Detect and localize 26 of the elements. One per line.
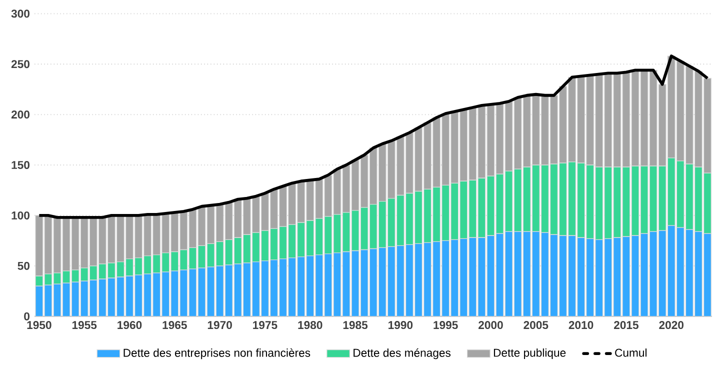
x-tick-label: 1980 <box>298 321 322 330</box>
y-tick-label: 100 <box>12 211 30 220</box>
x-tick-label: 1965 <box>162 321 187 330</box>
x-tick-label: 1960 <box>118 321 142 330</box>
legend-label: Cumul <box>615 348 646 357</box>
x-tick-label: 1955 <box>72 321 97 330</box>
x-tick-label: 2000 <box>478 321 503 330</box>
legend-label: Dette des ménages <box>354 348 451 360</box>
x-tick-label: 1975 <box>253 321 278 330</box>
y-tick-label: 200 <box>11 110 30 119</box>
y-tick-label: 150 <box>12 160 30 170</box>
x-tick-label: 1990 <box>388 321 413 330</box>
y-tick-label: 50 <box>18 262 30 270</box>
legend-label: Dette publique <box>494 348 566 360</box>
x-tick-label: 2005 <box>524 321 548 330</box>
x-tick-label: 1995 <box>434 321 458 330</box>
x-tick-label: 2010 <box>568 321 594 330</box>
y-tick-label: 300 <box>11 10 30 18</box>
x-tick-label: 2015 <box>614 321 638 330</box>
x-tick-label: 1970 <box>208 321 232 330</box>
x-tick-label: 1985 <box>343 321 368 330</box>
x-tick-label: 1950 <box>27 321 52 330</box>
x-tick-label: 2020 <box>659 321 684 330</box>
y-tick-label: 0 <box>24 312 30 320</box>
legend-label: Dette des entreprises non financières <box>124 348 310 360</box>
y-tick-label: 250 <box>11 60 30 68</box>
